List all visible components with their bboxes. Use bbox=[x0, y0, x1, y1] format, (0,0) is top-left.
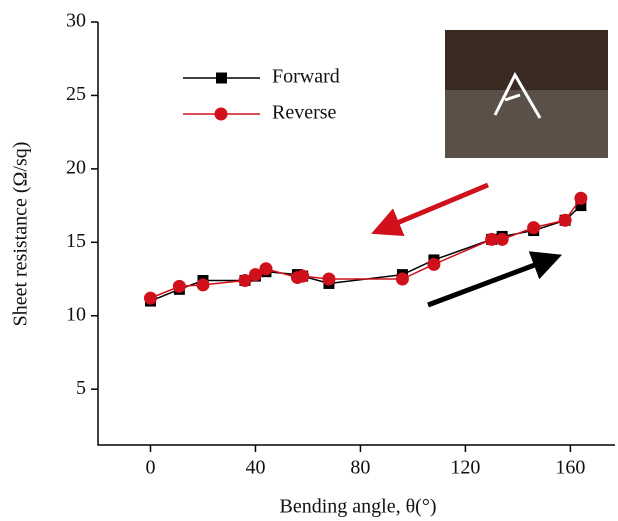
marker bbox=[559, 214, 572, 227]
y-tick-label: 10 bbox=[66, 303, 86, 325]
marker bbox=[496, 233, 509, 246]
marker bbox=[173, 280, 186, 293]
line bbox=[150, 206, 580, 301]
x-tick-label: 80 bbox=[350, 457, 370, 479]
marker bbox=[144, 292, 157, 305]
y-tick-label: 20 bbox=[66, 156, 86, 178]
chart: Bending angle, θ(°) Sheet resistance (Ω/… bbox=[0, 0, 618, 521]
y-axis-label: Sheet resistance (Ω/sq) bbox=[10, 142, 32, 327]
marker bbox=[322, 273, 335, 286]
legend-label: Forward bbox=[272, 66, 340, 88]
page: {"chart_data": {"type": "line", "x_label… bbox=[0, 0, 618, 521]
reverse-arrow bbox=[385, 185, 488, 228]
legend-marker bbox=[215, 108, 228, 121]
y-tick-label: 25 bbox=[66, 83, 86, 105]
x-axis-label: Bending angle, θ(°) bbox=[280, 496, 437, 518]
y-tick-label: 15 bbox=[66, 230, 86, 252]
marker bbox=[527, 221, 540, 234]
marker bbox=[427, 258, 440, 271]
marker bbox=[196, 278, 209, 291]
legend-marker bbox=[216, 73, 227, 84]
marker bbox=[296, 270, 309, 283]
x-tick-label: 120 bbox=[450, 457, 480, 479]
line bbox=[150, 198, 580, 298]
marker bbox=[396, 273, 409, 286]
inset-stage bbox=[445, 90, 608, 158]
y-tick-label: 30 bbox=[66, 10, 86, 32]
x-tick-label: 160 bbox=[555, 457, 585, 479]
x-tick-label: 40 bbox=[245, 457, 265, 479]
x-tick-label: 0 bbox=[145, 457, 155, 479]
marker bbox=[259, 262, 272, 275]
legend-label: Reverse bbox=[272, 102, 337, 124]
marker bbox=[574, 192, 587, 205]
forward-arrow bbox=[428, 260, 548, 305]
y-tick-label: 5 bbox=[76, 377, 86, 399]
